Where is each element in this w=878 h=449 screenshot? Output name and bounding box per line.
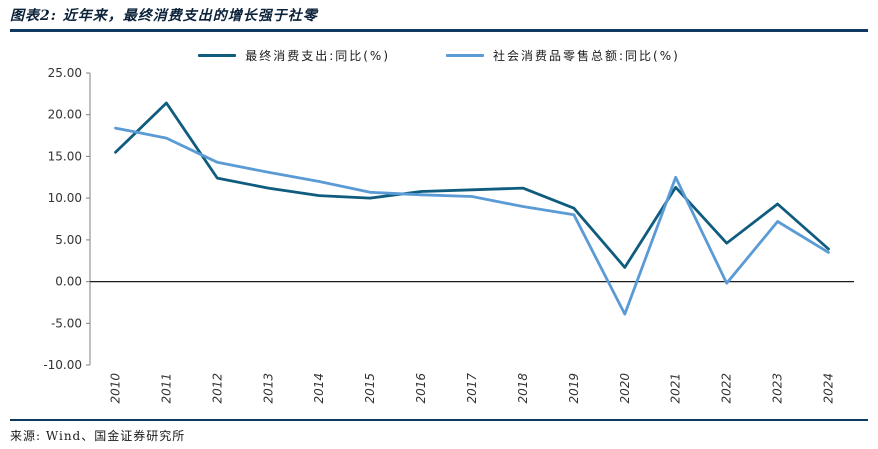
- svg-text:15.00: 15.00: [48, 149, 82, 163]
- svg-text:2014: 2014: [312, 373, 326, 404]
- legend-label: 最终消费支出:同比(%): [245, 48, 390, 63]
- chart-legend: 最终消费支出:同比(%) 社会消费品零售总额:同比(%): [10, 45, 868, 65]
- svg-text:2019: 2019: [567, 373, 581, 404]
- legend-line-swatch: [198, 53, 237, 57]
- svg-text:2016: 2016: [414, 373, 428, 404]
- legend-line-swatch: [446, 53, 484, 57]
- svg-text:-5.00: -5.00: [51, 316, 82, 330]
- svg-text:2017: 2017: [465, 373, 479, 404]
- legend-item: 最终消费支出:同比(%): [198, 47, 390, 64]
- svg-text:25.00: 25.00: [48, 67, 82, 80]
- svg-text:10.00: 10.00: [48, 191, 82, 205]
- chart-footer: 来源: Wind、国金证券研究所: [10, 419, 868, 444]
- svg-text:2010: 2010: [109, 373, 123, 404]
- svg-text:20.00: 20.00: [48, 108, 82, 122]
- legend-item: 社会消费品零售总额:同比(%): [446, 47, 680, 64]
- svg-text:2011: 2011: [159, 373, 173, 404]
- title-divider: [10, 29, 868, 32]
- svg-text:2013: 2013: [261, 373, 275, 404]
- svg-text:2023: 2023: [771, 373, 785, 404]
- source-note: 来源: Wind、国金证券研究所: [10, 429, 186, 443]
- svg-text:2015: 2015: [363, 373, 377, 404]
- footer-divider: [10, 419, 868, 421]
- svg-text:2020: 2020: [618, 373, 632, 404]
- svg-text:2022: 2022: [720, 373, 734, 404]
- svg-text:0.00: 0.00: [55, 275, 82, 289]
- svg-text:2018: 2018: [516, 373, 530, 404]
- svg-text:-10.00: -10.00: [43, 358, 82, 372]
- svg-text:2012: 2012: [210, 373, 224, 404]
- chart-title: 图表2: 近年来，最终消费支出的增长强于社零: [10, 8, 318, 24]
- legend-label: 社会消费品零售总额:同比(%): [493, 48, 680, 63]
- svg-text:5.00: 5.00: [55, 233, 82, 247]
- svg-text:2024: 2024: [822, 373, 836, 404]
- svg-text:2021: 2021: [669, 373, 683, 404]
- chart-canvas: 25.00 20.00 15.00 10.00 5.00 0.00 -5.00 -10.00 2…: [43, 66, 854, 404]
- line-chart: 25.00 20.00 15.00 10.00 5.00 0.00 -5.00 -10.00 2…: [10, 66, 868, 413]
